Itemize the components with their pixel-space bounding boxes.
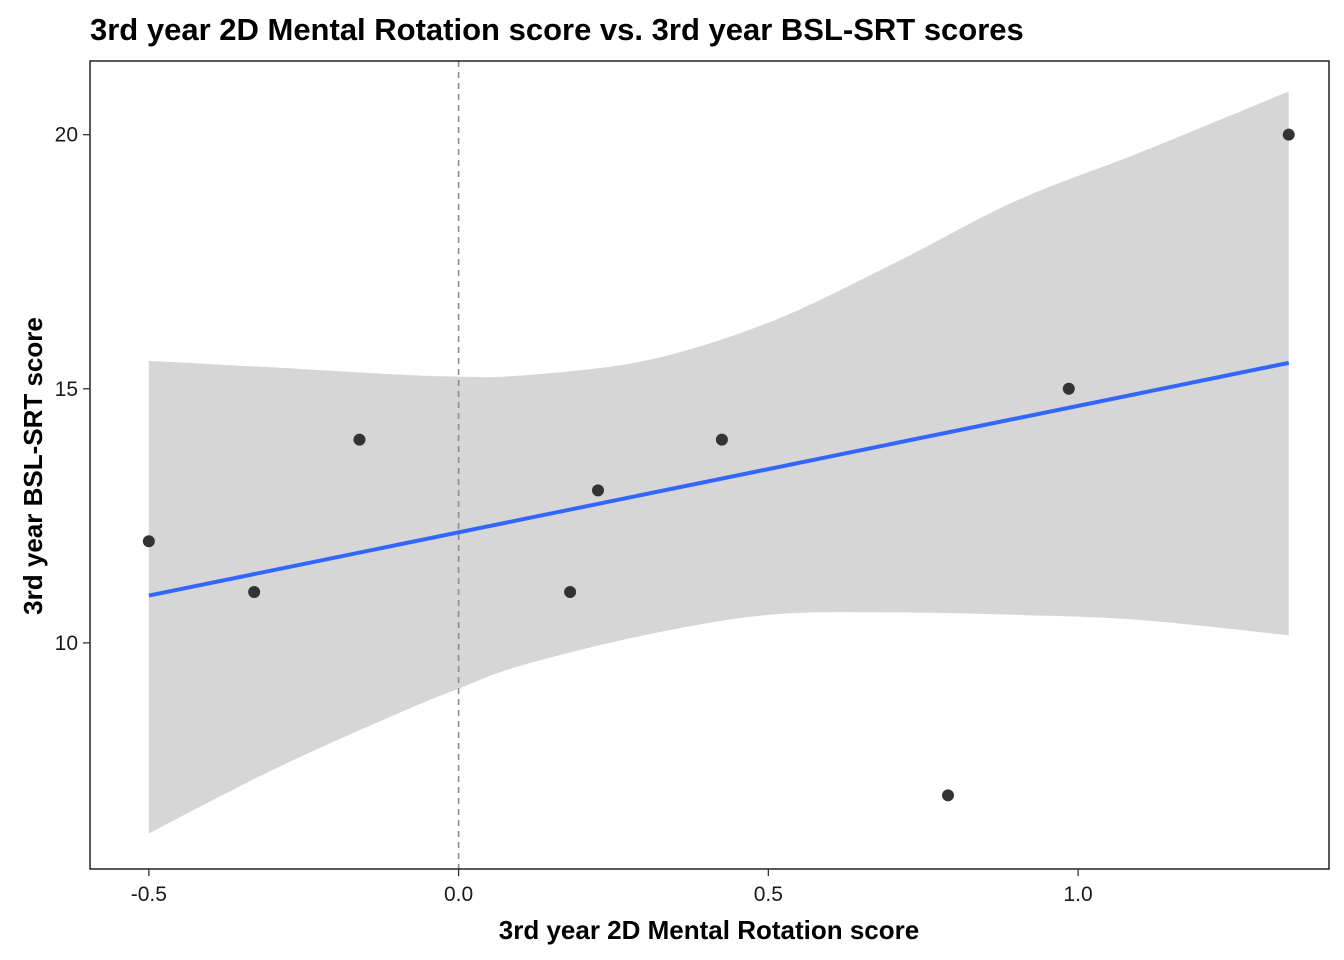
y-axis-title: 3rd year BSL-SRT score: [18, 317, 48, 615]
data-point: [942, 789, 955, 802]
y-tick-label: 15: [55, 378, 78, 401]
data-point: [353, 433, 366, 446]
regression-line: [148, 360, 1290, 598]
x-tick-label: 0.5: [754, 883, 783, 906]
x-tick-label: 1.0: [1064, 883, 1093, 906]
x-tick-label: 0.0: [444, 883, 473, 906]
chart-title: 3rd year 2D Mental Rotation score vs. 3r…: [90, 12, 1024, 47]
data-point: [248, 586, 261, 599]
plot-panel-border: [89, 60, 1330, 870]
data-point: [142, 535, 155, 548]
y-tick-label: 10: [55, 632, 78, 655]
data-point: [1282, 128, 1295, 141]
y-tick-label: 20: [55, 124, 78, 147]
data-point: [715, 433, 728, 446]
x-tick-label: -0.5: [131, 883, 167, 906]
plot-area: -0.5 0.0 0.5 1.0 10 15 20: [55, 60, 1330, 906]
x-axis-title: 3rd year 2D Mental Rotation score: [499, 915, 919, 945]
data-point: [1062, 382, 1075, 395]
data-point: [564, 586, 577, 599]
confidence-band: [148, 91, 1289, 834]
data-point: [591, 484, 604, 497]
